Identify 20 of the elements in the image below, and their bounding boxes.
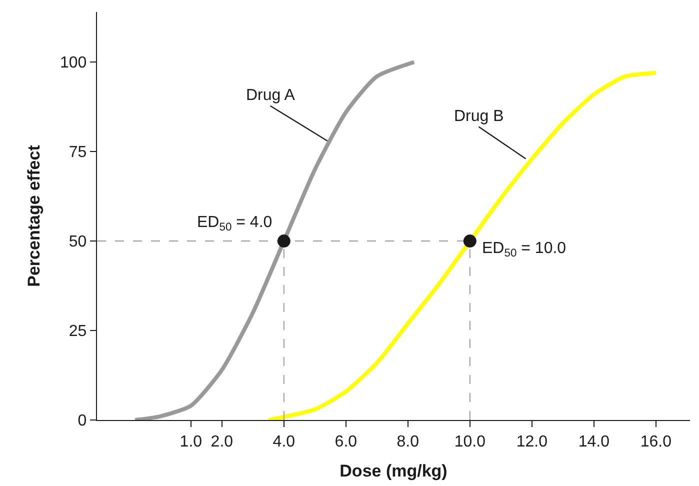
x-tick-label: 14.0 <box>578 433 610 450</box>
annotation: ED$_{50}$ = 10.0 <box>482 240 566 260</box>
y-tick-label: 75 <box>68 144 87 162</box>
x-tick-label: 4.0 <box>272 433 296 450</box>
x-tick-label: 8.0 <box>396 433 420 450</box>
x-tick-label: 12.0 <box>516 433 548 450</box>
x-tick-label: 16.0 <box>640 433 672 450</box>
x-tick-label: 2.0 <box>210 433 234 450</box>
y-tick-label: 25 <box>68 323 87 340</box>
y-axis-title: Percentage effect <box>24 144 44 287</box>
annotation: ED$_{50}$ = 4.0 <box>197 214 272 234</box>
x-tick-label: 6.0 <box>334 433 358 450</box>
x-axis-title: Dose (mg/kg) <box>340 462 448 481</box>
y-tick-label: 0 <box>78 412 87 430</box>
y-tick-label: 100 <box>60 54 87 72</box>
y-tick-label: 50 <box>68 234 87 251</box>
annotation: Drug B <box>454 108 504 125</box>
x-tick-label: 1.0 <box>180 433 202 450</box>
x-tick-label: 10.0 <box>454 433 486 450</box>
annotation: Drug A <box>246 87 296 104</box>
